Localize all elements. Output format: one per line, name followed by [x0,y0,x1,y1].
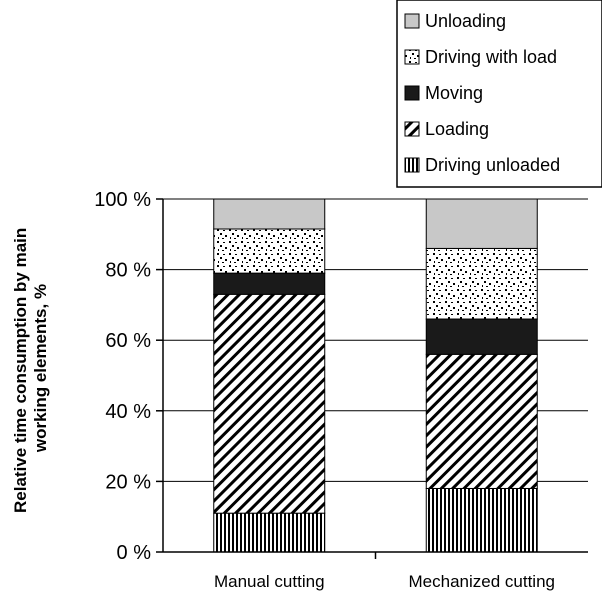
legend-label: Moving [425,83,483,103]
legend-item-driving-with-load: Driving with load [404,47,557,67]
legend-box [396,0,602,188]
y-axis-title-line-2: working elements, % [31,284,50,453]
category-labels: Manual cutting Mechanized cutting [214,572,555,591]
legend-label: Unloading [425,11,506,31]
y-axis-title-line-1: Relative time consumption by main [11,228,30,513]
bar-segment-loading [213,293,326,514]
y-tick-label: 40 % [105,401,151,423]
legend-item-moving: Moving [404,83,483,103]
bar-segment-driving-with-load [213,228,326,274]
bar-segment-driving-with-load [425,247,538,320]
legend-item-driving-unloaded: Driving unloaded [404,155,560,175]
y-axis-title: Relative time consumption by main workin… [11,223,50,513]
legend-label: Driving with load [425,47,557,67]
bar-segment-moving [213,272,326,295]
bar-segment-driving-unloaded [213,512,326,553]
y-tick-label: 0 % [117,542,152,564]
y-tick-labels: 0 % 20 % 40 % 60 % 80 % 100 % [94,189,151,564]
y-tick-label: 20 % [105,471,151,493]
bar-segment-unloading [425,198,538,249]
legend-item-unloading: Unloading [404,11,506,31]
bar-segment-loading [425,353,538,489]
axes [162,199,588,559]
legend-label: Loading [425,119,489,139]
category-label: Manual cutting [214,572,325,591]
legend: Unloading Driving with load Moving Loading D… [396,0,602,188]
y-tick-label: 80 % [105,260,151,282]
legend-swatch [404,85,420,101]
legend-swatch [404,13,420,29]
legend-label: Driving unloaded [425,155,560,175]
bar-segment-unloading [213,198,326,230]
y-tick-label: 60 % [105,330,151,352]
y-tick-label: 100 % [94,189,151,211]
legend-swatch [404,121,420,137]
legend-swatch [404,49,420,65]
legend-swatch [404,157,420,173]
category-label: Mechanized cutting [409,572,555,591]
bars [213,198,538,553]
bar-segment-driving-unloaded [425,487,538,553]
legend-item-loading: Loading [404,119,489,139]
bar-segment-moving [425,318,538,355]
